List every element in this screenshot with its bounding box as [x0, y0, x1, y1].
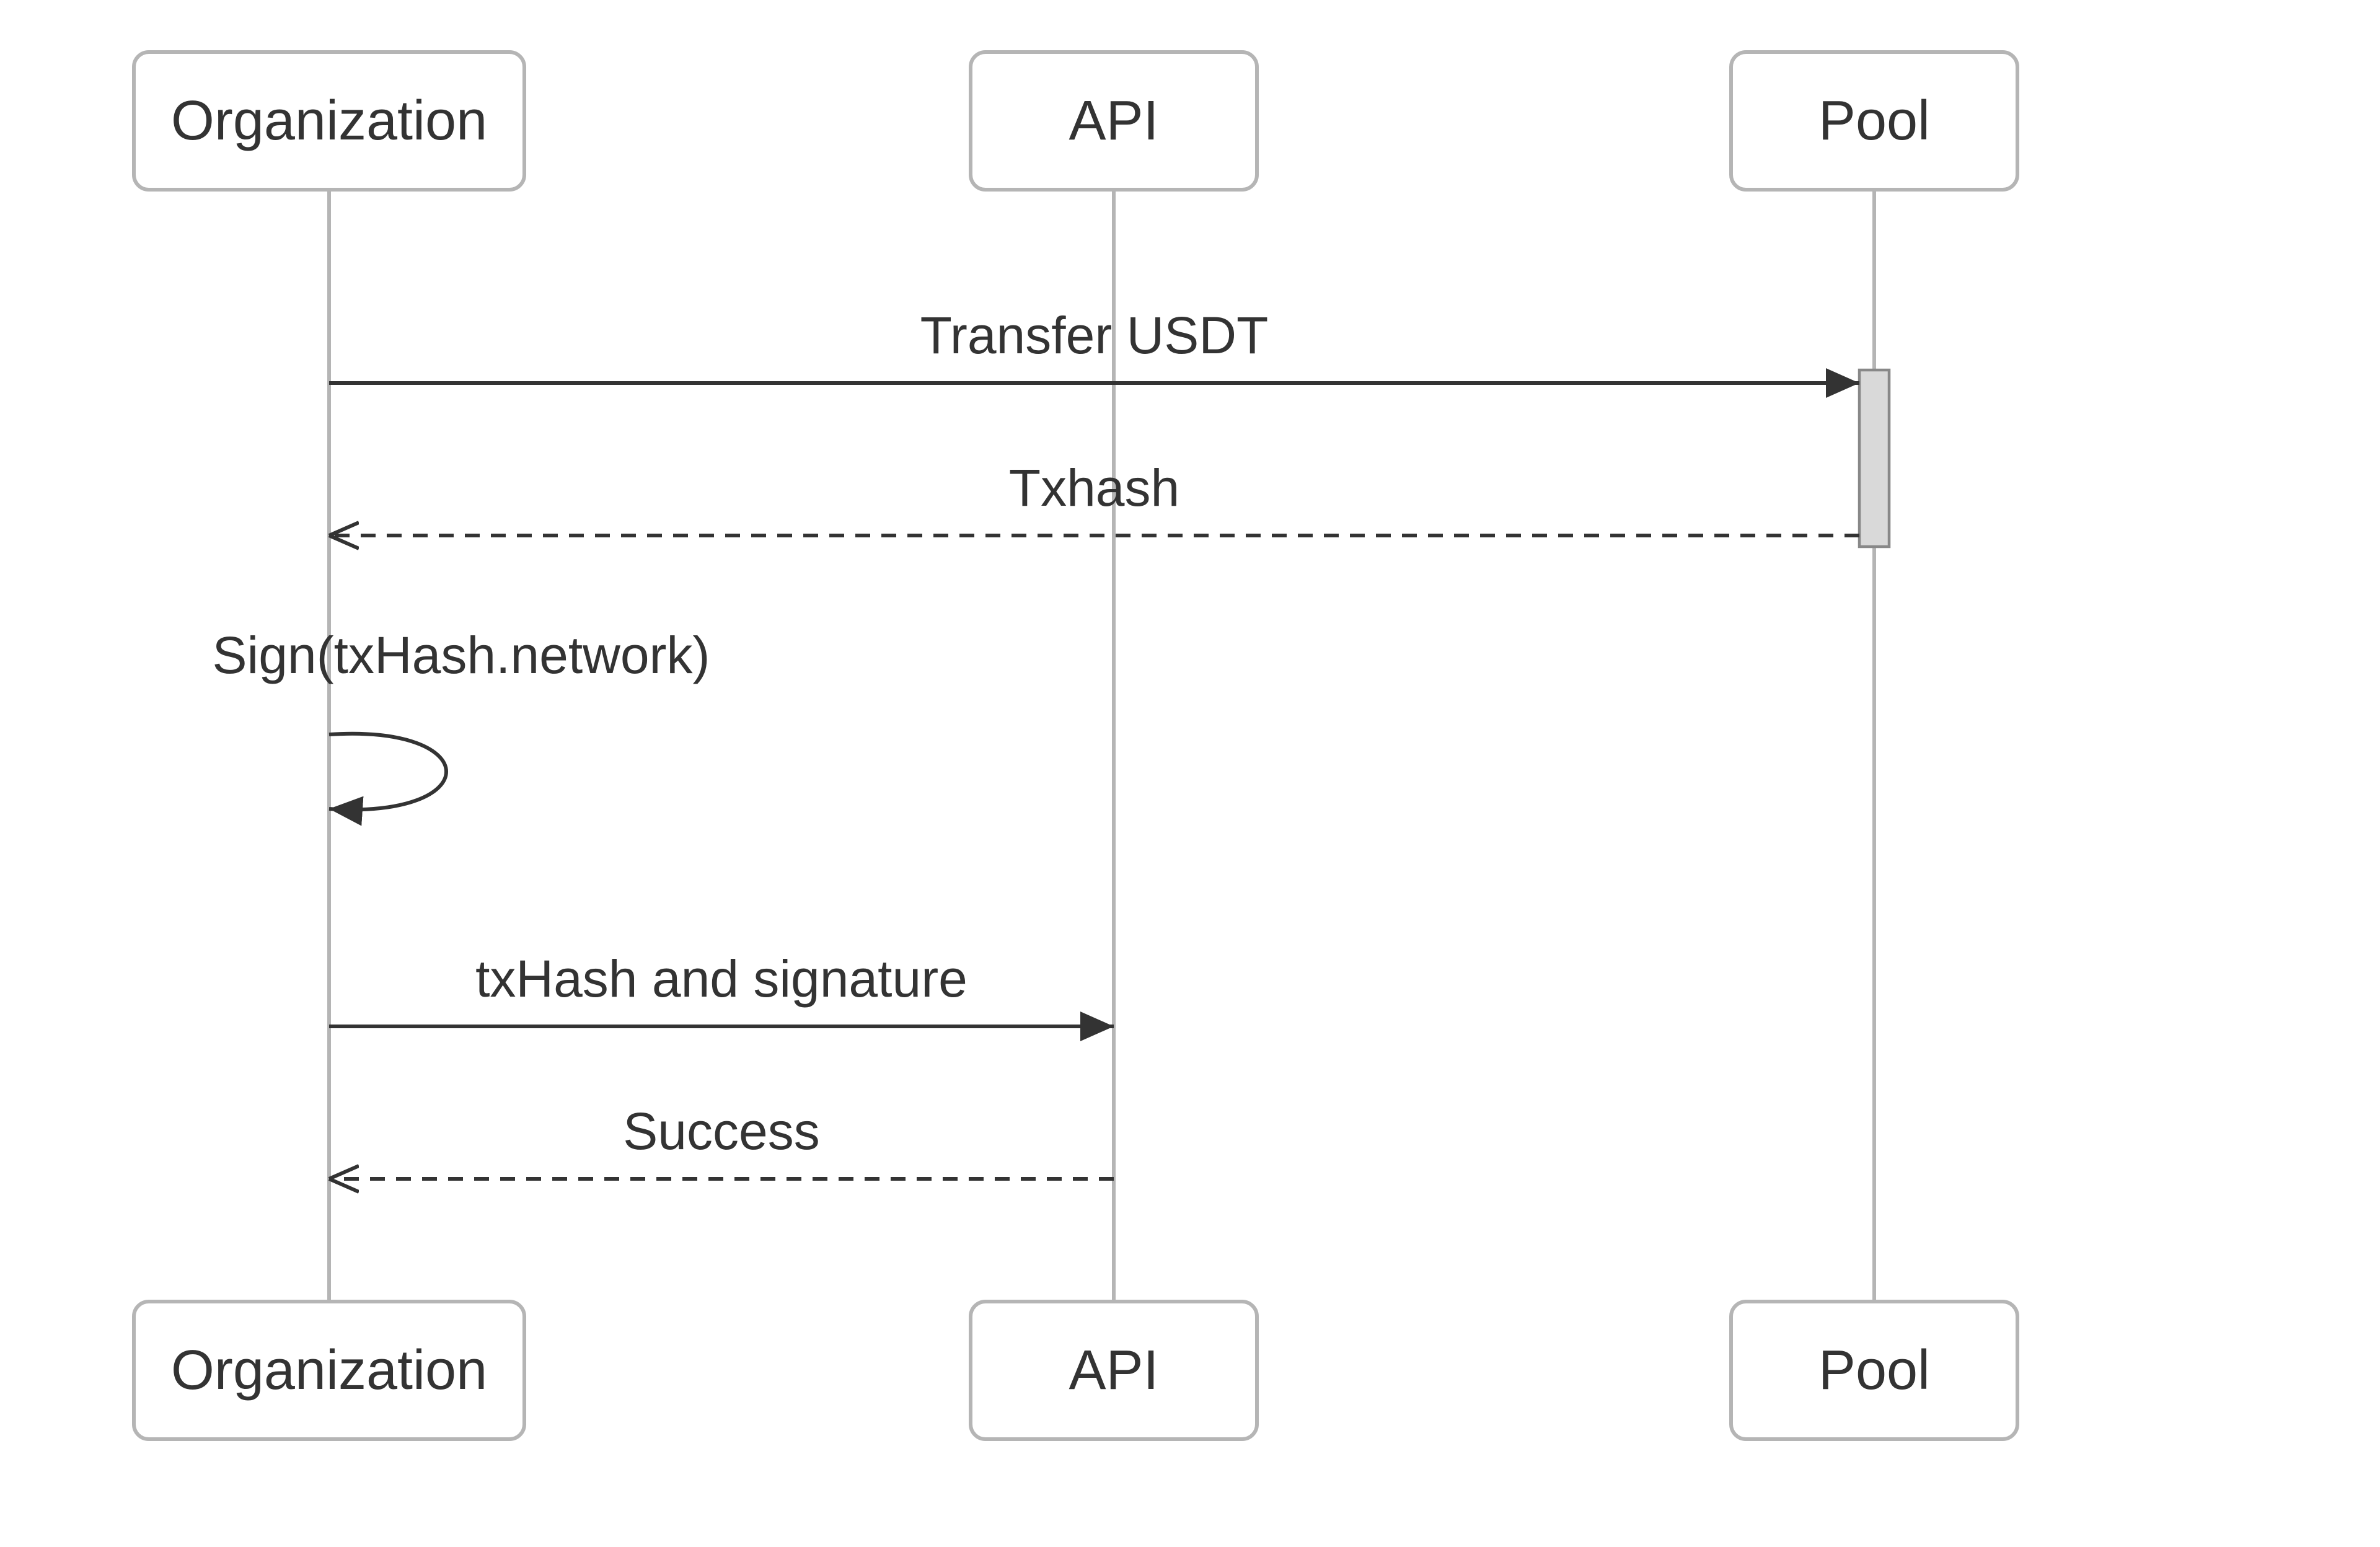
participant-label-org: Organization [171, 90, 487, 152]
message-self-loop [329, 734, 446, 810]
activation-pool [1859, 370, 1889, 547]
message-m1-label: Transfer USDT [920, 306, 1269, 364]
participant-label-api: API [1069, 1339, 1158, 1401]
participant-label-pool: Pool [1818, 90, 1930, 152]
participant-label-api: API [1069, 90, 1158, 152]
message-m4-label: Success [623, 1102, 819, 1160]
message-self-label: Sign(txHash.network) [213, 626, 710, 684]
participant-label-pool: Pool [1818, 1339, 1930, 1401]
participant-label-org: Organization [171, 1339, 487, 1401]
sequence-diagram: Transfer USDT Txhash Sign(txHash.network) t… [0, 0, 2380, 1547]
message-m2-label: Txhash [1009, 459, 1179, 517]
message-m3-label: txHash and signature [475, 950, 967, 1008]
